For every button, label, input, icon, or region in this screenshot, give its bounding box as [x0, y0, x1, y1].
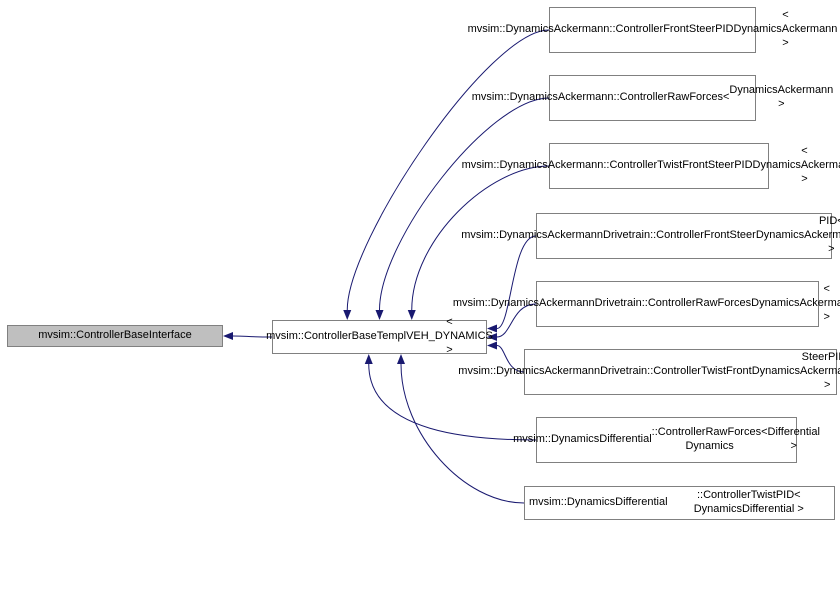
class-node-label: Drivetrain::ControllerTwistFront — [600, 365, 752, 379]
class-node-label: mvsim::DynamicsAckermann — [458, 365, 600, 379]
class-node-label: < VEH_DYNAMICS > — [406, 316, 493, 357]
class-node-label: SteerPID< DynamicsAckermannDrivetrain > — [752, 351, 840, 392]
class-node-label: < DynamicsAckermann > — [753, 145, 840, 186]
inheritance-arrowhead — [223, 332, 233, 340]
class-node-d3[interactable]: mvsim::DynamicsAckermann::ControllerTwis… — [549, 143, 769, 189]
class-node-label: Drivetrain::ControllerFrontSteer — [603, 229, 756, 243]
class-node-label: Differential > — [768, 426, 820, 454]
class-node-label: mvsim::DynamicsDifferential — [529, 496, 668, 510]
class-node-label: mvsim::ControllerBaseInterface — [38, 329, 191, 343]
class-node-label: ::ControllerTwistPID< DynamicsDifferenti… — [668, 489, 830, 517]
class-node-label: mvsim::DynamicsAckermann — [461, 229, 603, 243]
class-node-d2[interactable]: mvsim::DynamicsAckermann::ControllerRawF… — [549, 75, 756, 121]
inheritance-arrowhead — [343, 310, 351, 320]
class-node-templ[interactable]: mvsim::ControllerBaseTempl< VEH_DYNAMICS… — [272, 320, 487, 354]
class-node-d8[interactable]: mvsim::DynamicsDifferential::ControllerT… — [524, 486, 835, 520]
class-node-d7[interactable]: mvsim::DynamicsDifferential::ControllerR… — [536, 417, 797, 463]
class-node-label: ::ControllerRawForces< — [614, 91, 730, 105]
class-node-label: mvsim::DynamicsAckermann — [453, 297, 595, 311]
inheritance-diagram: mvsim::ControllerBaseInterface mvsim::Con… — [0, 0, 840, 611]
class-node-d6[interactable]: mvsim::DynamicsAckermannDrivetrain::Cont… — [524, 349, 837, 395]
class-node-label: mvsim::DynamicsAckermann — [472, 91, 614, 105]
inheritance-arrowhead — [365, 354, 373, 364]
inheritance-edge — [401, 364, 524, 503]
class-node-label: DynamicsAckermann > — [729, 84, 833, 112]
class-node-label: mvsim::DynamicsAckermann — [462, 159, 604, 173]
class-node-label: mvsim::ControllerBaseTempl — [266, 330, 406, 344]
class-node-d1[interactable]: mvsim::DynamicsAckermann::ControllerFron… — [549, 7, 756, 53]
class-node-d5[interactable]: mvsim::DynamicsAckermannDrivetrain::Cont… — [536, 281, 819, 327]
class-node-label: PID< DynamicsAckermannDrivetrain > — [756, 215, 840, 256]
class-node-label: < DynamicsAckermann > — [734, 9, 838, 50]
inheritance-arrowhead — [397, 354, 405, 364]
class-node-d4[interactable]: mvsim::DynamicsAckermannDrivetrain::Cont… — [536, 213, 832, 259]
class-node-label: ::ControllerRawForces< Dynamics — [652, 426, 768, 454]
class-node-label: mvsim::DynamicsDifferential — [513, 433, 652, 447]
class-node-label: ::ControllerFrontSteerPID — [609, 23, 733, 37]
class-node-label: mvsim::DynamicsAckermann — [468, 23, 610, 37]
class-node-label: < DynamicsAckermannDrivetrain > — [751, 283, 840, 324]
class-node-root[interactable]: mvsim::ControllerBaseInterface — [7, 325, 223, 347]
class-node-label: Drivetrain::ControllerRawForces — [595, 297, 752, 311]
inheritance-edge — [380, 98, 550, 310]
inheritance-edge — [497, 236, 536, 329]
class-node-label: ::ControllerTwistFrontSteerPID — [603, 159, 752, 173]
inheritance-arrowhead — [376, 310, 384, 320]
